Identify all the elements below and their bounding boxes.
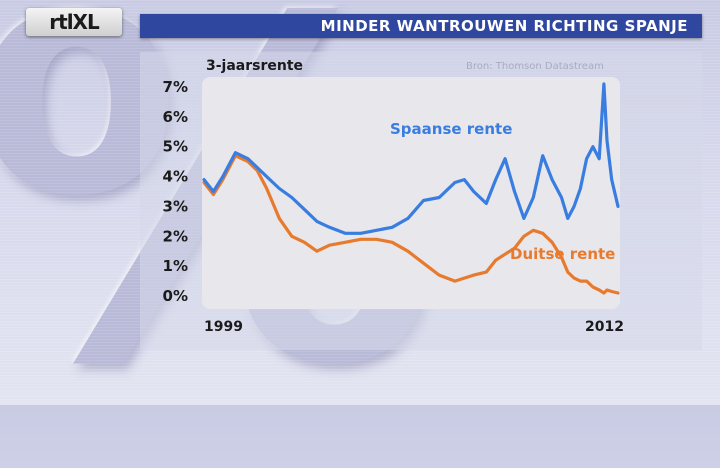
series-layer: Spaanse rente Duitse rente	[202, 82, 620, 295]
y-tick-label: 1%	[163, 257, 188, 275]
chart-title: 3-jaarsrente	[206, 58, 304, 74]
headline-text: MINDER WANTROUWEN RICHTING SPANJE	[320, 17, 688, 35]
y-tick-label: 4%	[163, 168, 188, 186]
series-line-german	[202, 154, 620, 295]
x-tick-label: 2012	[585, 319, 624, 335]
headline-bar: MINDER WANTROUWEN RICHTING SPANJE	[140, 14, 702, 38]
series-label-german: Duitse rente	[510, 245, 615, 263]
series-label-spanish: Spaanse rente	[390, 120, 512, 138]
channel-logo: rtlXL	[26, 8, 122, 36]
y-tick-label: 6%	[163, 108, 188, 126]
y-tick-label: 5%	[163, 138, 188, 156]
series-line-spanish	[202, 82, 620, 235]
y-tick-label: 7%	[163, 78, 188, 96]
line-chart: 7% 6% 5% 4% 3% 2% 1% 0% 1999 2012 Spaanse rente D…	[163, 77, 624, 335]
x-tick-label: 1999	[204, 319, 243, 335]
y-tick-label: 3%	[163, 197, 188, 215]
plot-area	[202, 77, 620, 309]
y-axis: 7% 6% 5% 4% 3% 2% 1% 0%	[163, 78, 188, 305]
y-tick-label: 2%	[163, 227, 188, 245]
y-tick-label: 0%	[163, 287, 188, 305]
x-axis: 1999 2012	[204, 319, 624, 335]
chart-source: Bron: Thomson Datastream	[466, 61, 604, 72]
